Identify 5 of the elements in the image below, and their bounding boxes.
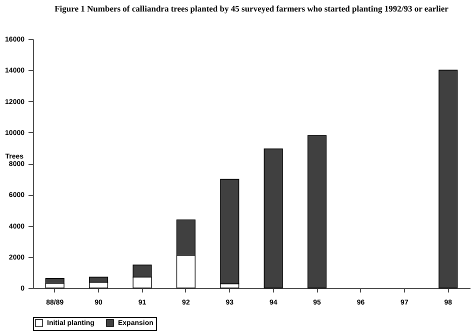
bar	[438, 70, 458, 288]
bar	[220, 178, 240, 284]
chart-title: Figure 1 Numbers of calliandra trees planted by 45 surveyed farmers who started planting 1992/93 or earlier	[54, 4, 449, 14]
bar	[308, 135, 327, 288]
bar	[264, 148, 283, 288]
